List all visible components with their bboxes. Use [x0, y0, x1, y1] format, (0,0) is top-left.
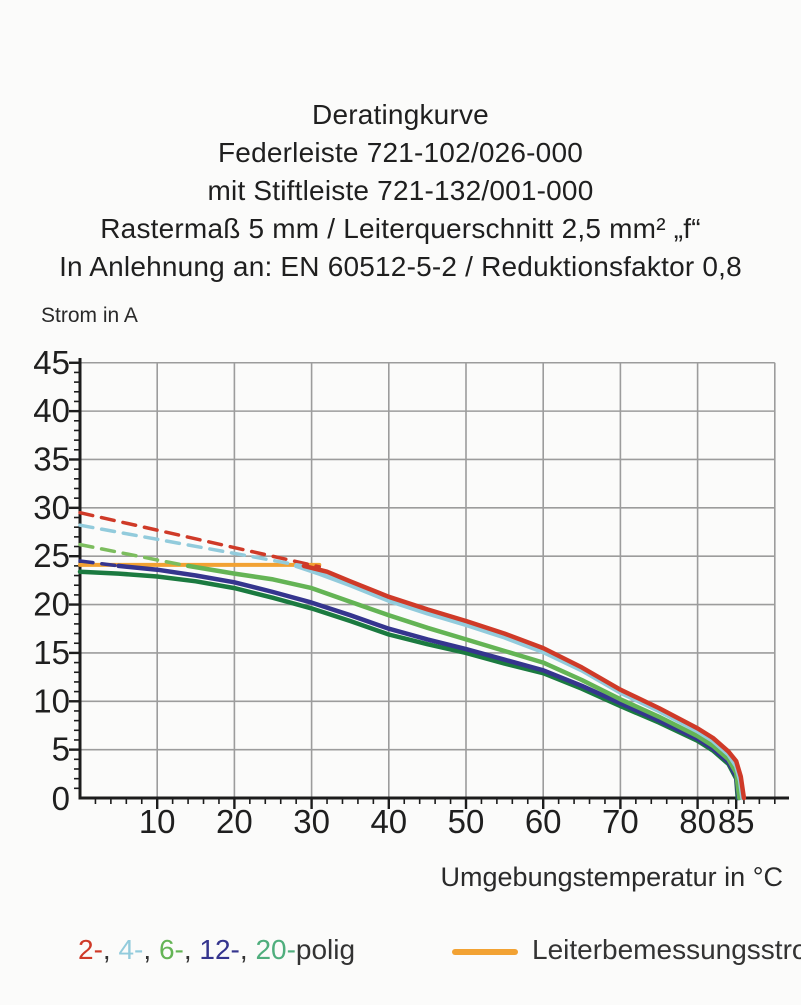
legend-separator: , [143, 934, 159, 965]
x-tick-label: 10 [139, 803, 176, 840]
rated-current-line-swatch [452, 949, 518, 955]
x-tick-label: 80 [679, 803, 716, 840]
y-tick-label: 10 [33, 682, 70, 719]
curve-12-polig [116, 563, 741, 801]
legend-pole-6: 6- [158, 934, 184, 965]
y-tick-label: 30 [33, 489, 70, 526]
chart-title-line-2: Federleiste 721-102/026-000 [218, 137, 583, 168]
x-tick-label: 70 [602, 803, 639, 840]
legend-row: 2-, 4-, 6-, 12-, 20-polig Leiterbemessun… [0, 934, 801, 984]
x-tick-label: 20 [216, 803, 253, 840]
legend-separator: , [183, 934, 200, 965]
chart-title-line-3: mit Stiftleiste 721-132/001-000 [207, 175, 594, 206]
legend-rated-current: Leiterbemessungsstrom [452, 934, 801, 966]
legend-separator: , [239, 934, 256, 965]
x-axis-title: Umgebungstemperatur in °C [440, 862, 783, 892]
chart-title-line-1: Deratingkurve [312, 99, 489, 130]
curve-2-polig [301, 563, 747, 801]
legend-pole-counts: 2-, 4-, 6-, 12-, 20-polig [78, 934, 355, 966]
y-axis-title: Strom in A [41, 304, 138, 327]
chart-title-line-5: In Anlehnung an: EN 60512-5-2 / Reduktio… [59, 251, 742, 282]
y-tick-label: 20 [33, 586, 70, 623]
curve-6-polig-derating-uncapped [78, 542, 194, 569]
y-tick-label: 15 [33, 634, 70, 671]
legend-pole-20: 20- [255, 934, 296, 965]
legend-pole-2: 2- [78, 934, 103, 965]
curve-2-polig-derating-uncapped [78, 510, 322, 569]
curve-6-polig [185, 563, 742, 801]
x-tick-label: 85 [718, 803, 755, 840]
rated-current-label: Leiterbemessungsstrom [532, 934, 801, 965]
curve-4-polig [293, 563, 745, 801]
y-tick-label: 45 [33, 344, 70, 381]
legend-pole-4: 4- [118, 934, 144, 965]
y-tick-label: 5 [52, 731, 70, 768]
x-tick-label: 30 [293, 803, 330, 840]
legend-poles-suffix: polig [295, 934, 356, 965]
origin-tick-label: 0 [52, 780, 70, 817]
y-tick-label: 25 [33, 537, 70, 574]
x-tick-label: 40 [370, 803, 407, 840]
curve-4-polig-derating-uncapped [78, 523, 310, 569]
y-tick-label: 40 [33, 392, 70, 429]
chart-title-line-4: Rastermaß 5 mm / Leiterquerschnitt 2,5 m… [100, 213, 701, 244]
x-tick-label: 60 [525, 803, 562, 840]
y-tick-label: 35 [33, 440, 70, 477]
chart-title-block: Deratingkurve Federleiste 721-102/026-00… [0, 96, 801, 286]
x-tick-label: 50 [448, 803, 485, 840]
legend-separator: , [102, 934, 119, 965]
curve-12-polig-derating-uncapped [78, 559, 125, 569]
legend-pole-12: 12- [199, 934, 240, 965]
